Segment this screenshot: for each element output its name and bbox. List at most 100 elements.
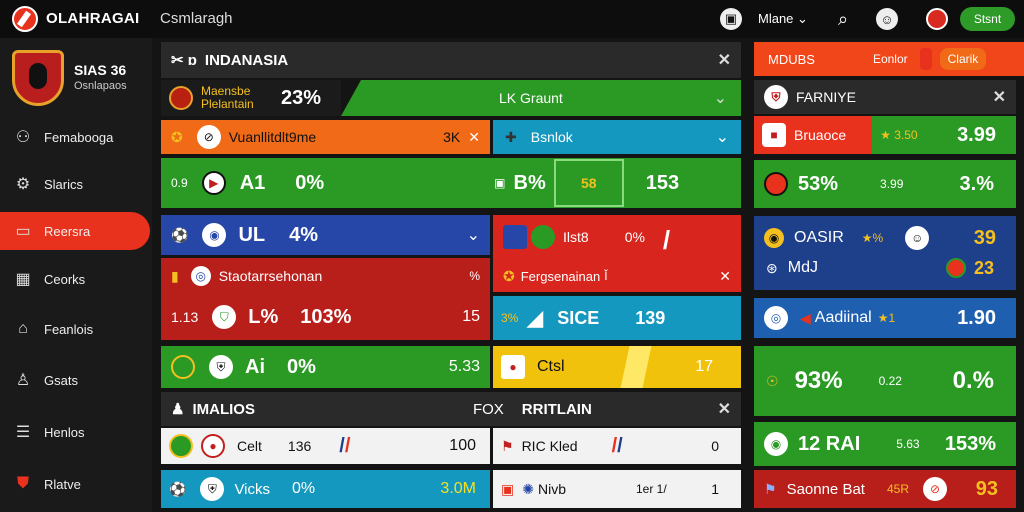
- right-row-7[interactable]: ◉ 12 RAI 5.63 153%: [754, 422, 1016, 466]
- tab-eonlor[interactable]: Eonlor: [872, 52, 908, 66]
- ball-icon: ✪: [171, 128, 183, 145]
- search-icon[interactable]: ⌕: [837, 8, 849, 29]
- right-row-1[interactable]: ■ Bruaoce ★ 3.50 3.99: [754, 116, 1016, 154]
- tab-divider: [919, 48, 932, 70]
- chevron-down-icon[interactable]: ⌄: [715, 129, 729, 146]
- badge-icon: ⛊: [16, 475, 29, 492]
- cross-icon: ✚: [505, 128, 517, 145]
- sidebar-item-label: Rlatve: [44, 476, 81, 492]
- close-icon[interactable]: ✕: [719, 267, 731, 284]
- subrow-label: Fergsenainan: [520, 268, 601, 284]
- stat-a: 0.9: [171, 176, 188, 190]
- white-row[interactable]: ● Celt 136 // 100: [161, 428, 490, 464]
- top-bar: OLAHRAGAI Csmlaragh ▣ Mlane ⌄ ⌕ ☺ Stsnt: [0, 0, 1024, 38]
- team-label: Staotarrsehonan: [218, 268, 323, 284]
- stat-value: 5.33: [448, 358, 480, 375]
- users-icon: ⚇: [15, 129, 31, 146]
- white-mid-3: 1er 1/: [635, 482, 667, 496]
- ball-icon[interactable]: ☺: [876, 8, 898, 30]
- blue-tile[interactable]: ⚽ ◉ UL 4% ⌄: [161, 215, 490, 255]
- sidebar-item-gsats[interactable]: ♙ Gsats: [0, 361, 150, 399]
- close-icon[interactable]: ✕: [468, 128, 480, 145]
- close-icon[interactable]: ✕: [992, 89, 1006, 106]
- sidebar-item-henlos[interactable]: ☰ Henlos: [0, 413, 150, 451]
- green-stats-row[interactable]: 0.9 ▶ A1 0% ▣ B% 58 153: [161, 158, 741, 208]
- stat-a: 1.13: [171, 309, 199, 325]
- green-row[interactable]: ⛨ Ai 0% 5.33: [161, 346, 490, 388]
- right-row7-a: 12 RAI: [798, 432, 861, 455]
- right-row-2[interactable]: 53% 3.99 3.%: [754, 160, 1016, 208]
- stat-c: 0%: [295, 171, 325, 194]
- start-button[interactable]: Stsnt: [960, 7, 1015, 31]
- darkred-stats[interactable]: 1.13 ⛉ L% 103% 15: [161, 294, 490, 340]
- slash-icon: //: [339, 434, 351, 457]
- graunt-tile[interactable]: LK Graunt ⌄: [341, 80, 741, 116]
- user-menu[interactable]: Mlane ⌄: [758, 11, 808, 27]
- teal-tile[interactable]: ✚ Bsnlok ⌄: [493, 120, 741, 154]
- red-tile[interactable]: Ilst8 0% /: [493, 215, 741, 292]
- stat-b: A1: [239, 171, 266, 194]
- right-row6-c: 0.%: [952, 367, 994, 394]
- sidebar-item-femabooga[interactable]: ⚇ Femabooga: [0, 118, 150, 156]
- slash-icon: /: [662, 225, 671, 255]
- white-row-3[interactable]: ▣ ✺ Nivb 1er 1/ 1: [493, 470, 741, 508]
- sidebar-item-ceorks[interactable]: ▦ Ceorks: [0, 260, 150, 298]
- team-pct: %: [469, 269, 480, 283]
- flag-icon: ▶: [201, 171, 226, 195]
- ball-icon: ⚽: [169, 480, 187, 497]
- car-icon: ⚑: [501, 437, 514, 454]
- stat-c: 103%: [300, 305, 352, 328]
- match-value: 3K: [443, 129, 461, 145]
- right-row-6[interactable]: ☉ 93% 0.22 0.%: [754, 346, 1016, 416]
- sidebar-item-feanlois[interactable]: ⌂ Feanlois: [0, 310, 150, 348]
- orange-tile[interactable]: ✪ ⊘ Vuanllitdlt9me 3K ✕: [161, 120, 490, 154]
- section-title-2: RRITLAIN: [521, 400, 592, 418]
- yellow-label: Ctsl: [537, 358, 565, 375]
- teal-row[interactable]: ⚽ ⛨ Vicks 0% 3.0M: [161, 470, 490, 508]
- white-row-2[interactable]: ⚑ RIC Kled // 0: [493, 428, 741, 464]
- sidebar-item-slarics[interactable]: ⚙ Slarics: [0, 165, 150, 203]
- club-crest-icon: ◉: [764, 432, 788, 456]
- sidebar-item-reersra[interactable]: ▭ Reersra: [0, 212, 150, 250]
- bsnlok-label: Bsnlok: [530, 129, 573, 145]
- badge-icon: ▣: [501, 480, 515, 497]
- app-brand: OLAHRAGAI: [46, 10, 140, 27]
- chess-icon: ♟: [171, 401, 185, 418]
- right-row-5[interactable]: ◎ ◀ Aadiinal ★1 1.90: [754, 298, 1016, 338]
- flag-icon[interactable]: [926, 8, 948, 30]
- ball-icon: ⚽: [171, 226, 189, 243]
- close-icon[interactable]: ✕: [717, 52, 731, 69]
- section-header-imalios: ♟ IMALIOS FOX RRITLAIN ✕: [161, 392, 741, 426]
- ball-icon: ☺: [905, 226, 930, 250]
- app-logo[interactable]: [12, 6, 38, 32]
- right-row-8[interactable]: ⚑ Saonne Bat 45R ⊘ 93: [754, 470, 1016, 508]
- flag-icon: ⚑: [764, 480, 777, 497]
- stat-pct: 4%: [289, 223, 319, 246]
- ball-icon: ✺: [522, 480, 534, 497]
- right-row3-mid: ★%: [861, 231, 884, 245]
- sidebar-item-label: Gsats: [44, 372, 78, 388]
- yellow-row[interactable]: ● Ctsl 17: [493, 346, 741, 388]
- subrow-mark: Ǐ: [604, 269, 608, 283]
- ball-icon: ⊛: [766, 259, 778, 276]
- shirt-icon[interactable]: ▣: [720, 8, 742, 30]
- teal-stats[interactable]: 3% ◢ SICE 139: [493, 296, 741, 340]
- darkred-tile[interactable]: ▮ ◎ Staotarrsehonan %: [161, 258, 490, 294]
- chevron-down-icon[interactable]: ⌄: [466, 227, 480, 244]
- slash-icon: //: [611, 434, 623, 457]
- tab-mdubs[interactable]: MDUBS: [768, 51, 815, 67]
- chevron-down-icon[interactable]: ⌄: [713, 90, 727, 107]
- close-icon[interactable]: ✕: [717, 401, 731, 418]
- sidebar-item-rlatve[interactable]: ⛊ Rlatve: [0, 465, 150, 503]
- graunt-label: LK Graunt: [499, 90, 563, 106]
- stat-f: 153: [645, 171, 680, 194]
- right-row-mid: ★ 3.50: [880, 128, 918, 142]
- team-tile[interactable]: Maensbe Plelantain 23%: [161, 80, 341, 116]
- team-name: Maensbe Plelantain: [201, 83, 254, 111]
- gear-icon: ⚙: [15, 176, 31, 193]
- tab-clarik[interactable]: Clarik: [939, 48, 987, 70]
- club-crest-icon: ■: [762, 123, 786, 147]
- folder-icon: ▭: [15, 223, 31, 240]
- red-subrow[interactable]: ✪ Fergsenainan Ǐ ✕: [493, 262, 741, 290]
- right-row-3[interactable]: ◉ OASIR ★% ☺ 39 ⊛ MdJ 23: [754, 216, 1016, 290]
